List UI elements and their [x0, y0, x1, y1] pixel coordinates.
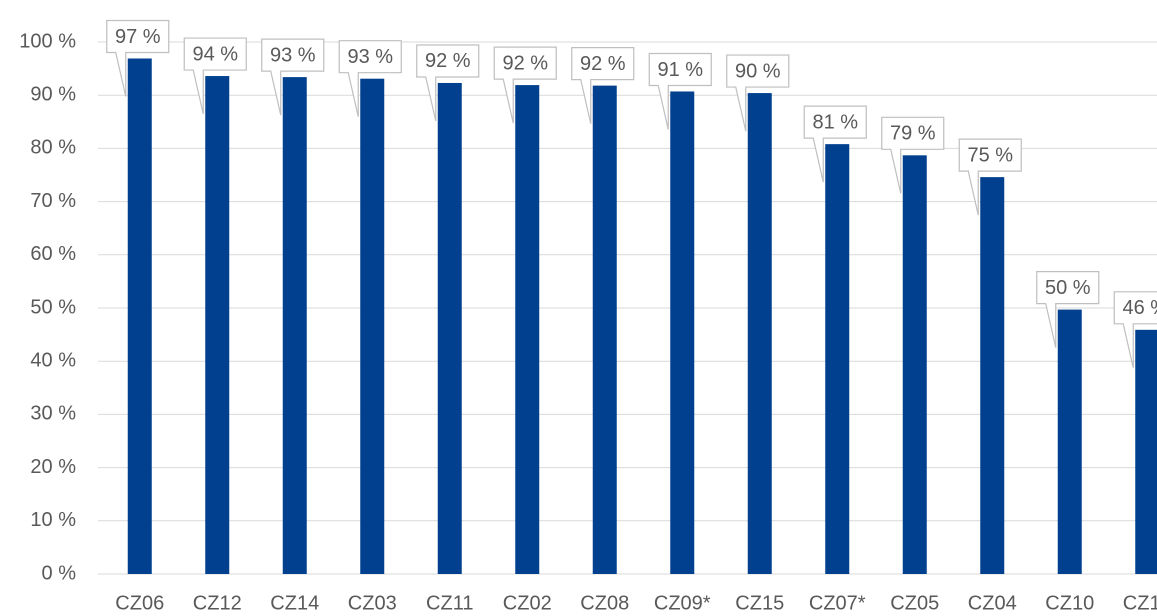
data-label: 92 % — [425, 50, 471, 72]
data-label-callout — [493, 46, 557, 124]
bar — [980, 177, 1005, 575]
data-label-callout — [726, 54, 790, 132]
data-label-callout — [106, 19, 170, 97]
bar — [1135, 329, 1157, 574]
data-label-callout — [648, 52, 712, 130]
x-tick-label: CZ04 — [968, 592, 1017, 614]
data-label: 94 % — [192, 43, 238, 65]
y-tick-label: 80 % — [30, 137, 76, 159]
data-label: 46 % — [1122, 297, 1157, 319]
data-label: 93 % — [347, 46, 393, 68]
bar — [825, 144, 850, 575]
y-tick-label: 30 % — [30, 403, 76, 425]
data-label-callout — [881, 116, 945, 194]
y-tick-label: 60 % — [30, 243, 76, 265]
data-label: 91 % — [657, 59, 703, 81]
x-tick-label: CZ07* — [809, 592, 866, 614]
y-tick-label: 50 % — [30, 296, 76, 318]
x-tick-label: CZ03 — [348, 592, 397, 614]
bar — [902, 155, 927, 575]
x-tick-label: CZ10 — [1045, 592, 1094, 614]
data-label: 75 % — [967, 144, 1013, 166]
bar — [670, 91, 695, 574]
bar — [127, 58, 152, 574]
y-tick-label: 10 % — [30, 509, 76, 531]
bar — [437, 82, 462, 575]
data-label: 97 % — [115, 26, 161, 48]
x-tick-label: CZ06 — [115, 592, 164, 614]
data-label-callout — [416, 44, 480, 122]
x-tick-label: CZ05 — [890, 592, 939, 614]
x-tick-label: CZ11 — [426, 592, 473, 614]
bar — [592, 85, 617, 575]
x-tick-label: CZ09* — [654, 592, 711, 614]
bar — [747, 93, 772, 575]
x-tick-label: CZ02 — [503, 592, 552, 614]
data-label-callout — [261, 38, 325, 116]
y-tick-label: 20 % — [30, 456, 76, 478]
x-tick-label: CZ13 — [1123, 592, 1157, 614]
bar — [515, 85, 540, 574]
y-tick-label: 70 % — [30, 190, 76, 212]
x-tick-label: CZ08 — [580, 592, 629, 614]
data-label: 81 % — [812, 111, 858, 133]
data-label-callout — [803, 105, 867, 183]
x-tick-label: CZ15 — [735, 592, 784, 614]
data-label: 92 % — [502, 52, 548, 74]
bar — [205, 76, 230, 574]
data-label: 79 % — [890, 123, 936, 145]
bar — [360, 78, 385, 574]
data-label-callout — [958, 138, 1022, 216]
data-label-callout — [1113, 291, 1157, 368]
data-label-callout — [183, 37, 247, 115]
bar — [1057, 309, 1082, 574]
data-label-callout — [571, 47, 635, 124]
data-label: 93 % — [270, 44, 316, 66]
data-label-callout — [338, 40, 402, 117]
data-label-callout — [1036, 270, 1100, 348]
data-label: 50 % — [1045, 277, 1091, 299]
x-tick-label: CZ12 — [193, 592, 242, 614]
data-label: 90 % — [735, 60, 781, 82]
bar — [282, 77, 307, 574]
y-tick-label: 0 % — [42, 562, 77, 584]
y-tick-label: 100 % — [19, 30, 76, 52]
y-tick-label: 40 % — [30, 349, 76, 371]
data-label: 92 % — [580, 53, 626, 75]
y-tick-label: 90 % — [30, 83, 76, 105]
x-tick-label: CZ14 — [270, 592, 319, 614]
